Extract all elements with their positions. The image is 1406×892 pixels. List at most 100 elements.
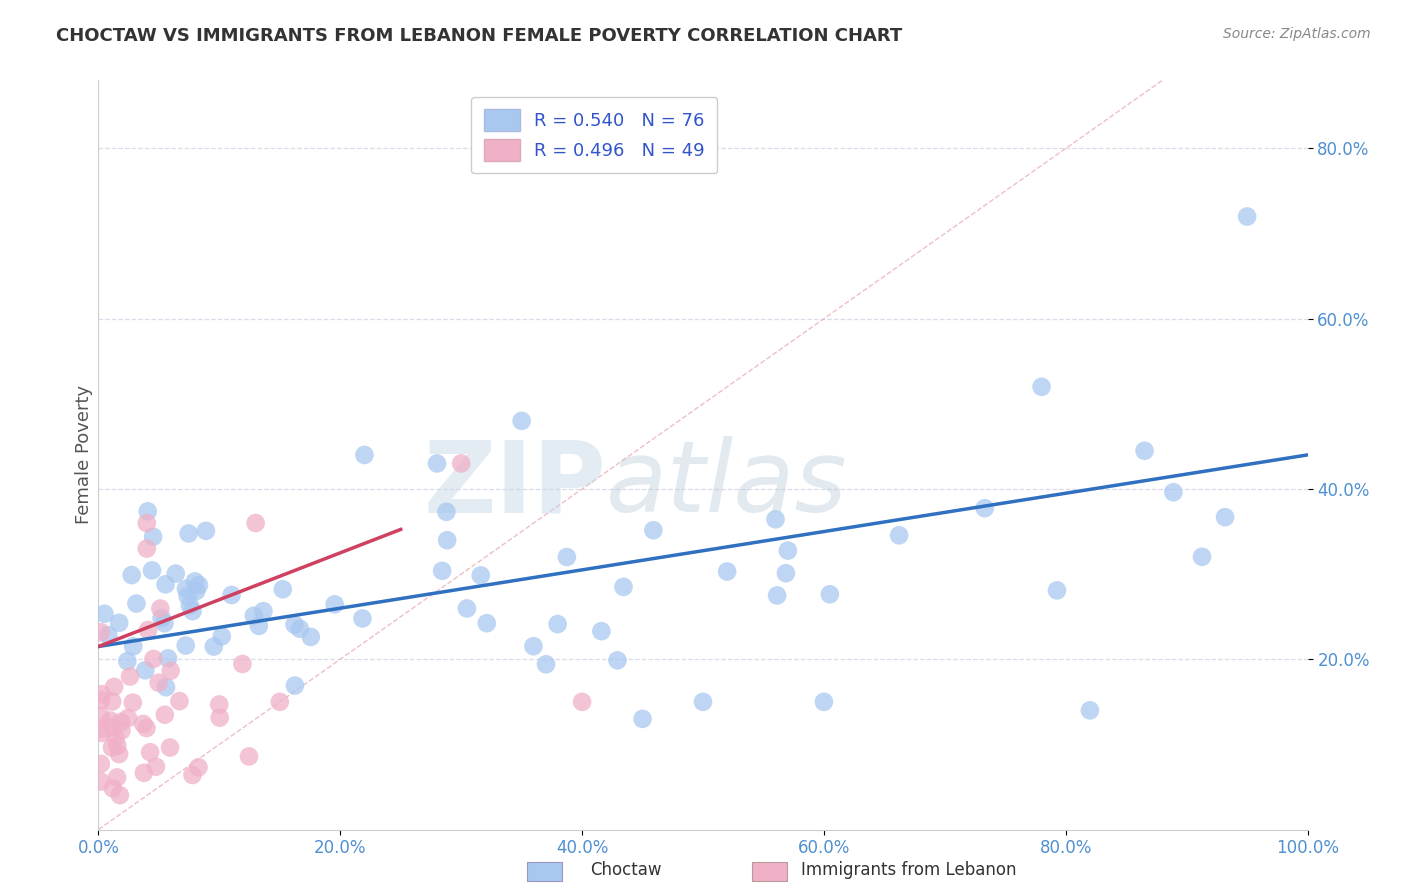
Point	[299, 630, 322, 644]
Point	[145, 760, 167, 774]
Point	[436, 505, 458, 519]
Point	[887, 528, 910, 542]
Point	[766, 589, 789, 603]
Point	[510, 414, 533, 428]
Point	[174, 582, 197, 596]
Point	[105, 739, 128, 753]
Point	[252, 604, 274, 618]
Point	[118, 669, 141, 683]
Text: atlas: atlas	[606, 436, 848, 533]
Point	[1031, 380, 1053, 394]
Point	[1078, 703, 1101, 717]
Point	[353, 448, 375, 462]
Point	[522, 639, 544, 653]
Point	[135, 721, 157, 735]
Point	[104, 731, 127, 745]
Point	[456, 601, 478, 615]
Point	[177, 526, 200, 541]
Point	[110, 723, 132, 738]
Point	[90, 693, 112, 707]
Point	[211, 629, 233, 643]
Point	[245, 516, 267, 530]
Point	[208, 711, 231, 725]
Point	[181, 768, 204, 782]
Point	[818, 587, 841, 601]
Point	[153, 616, 176, 631]
Point	[436, 533, 458, 548]
Point	[765, 512, 787, 526]
Point	[134, 664, 156, 678]
Point	[1046, 583, 1069, 598]
Point	[692, 695, 714, 709]
Point	[136, 623, 159, 637]
Point	[159, 740, 181, 755]
Point	[117, 654, 139, 668]
Point	[110, 714, 132, 729]
Point	[284, 679, 307, 693]
Point	[571, 695, 593, 709]
Point	[90, 774, 112, 789]
Point	[612, 580, 634, 594]
Point	[470, 568, 492, 582]
Point	[132, 765, 155, 780]
Point	[591, 624, 613, 639]
Point	[93, 607, 115, 621]
Point	[323, 597, 346, 611]
Point	[142, 652, 165, 666]
Point	[103, 680, 125, 694]
Point	[631, 712, 654, 726]
Point	[202, 640, 225, 654]
Point	[135, 516, 157, 530]
Point	[194, 524, 217, 538]
Point	[181, 604, 204, 618]
Point	[90, 687, 112, 701]
Point	[98, 714, 121, 728]
Point	[238, 749, 260, 764]
Point	[1191, 549, 1213, 564]
Point	[775, 566, 797, 581]
Y-axis label: Female Poverty: Female Poverty	[75, 385, 93, 524]
Point	[90, 722, 112, 736]
Point	[136, 504, 159, 518]
Point	[150, 611, 173, 625]
Text: ZIP: ZIP	[423, 436, 606, 533]
Text: Choctaw: Choctaw	[591, 861, 662, 879]
Point	[716, 565, 738, 579]
Point	[108, 747, 131, 761]
Text: Source: ZipAtlas.com: Source: ZipAtlas.com	[1223, 27, 1371, 41]
Point	[450, 457, 472, 471]
Point	[165, 566, 187, 581]
Point	[108, 788, 131, 802]
Point	[555, 549, 578, 564]
Point	[208, 698, 231, 712]
Point	[231, 657, 253, 671]
Point	[1163, 485, 1185, 500]
Point	[108, 615, 131, 630]
Point	[105, 771, 128, 785]
Point	[221, 588, 243, 602]
Point	[90, 756, 112, 771]
Point	[426, 457, 449, 471]
Point	[430, 564, 453, 578]
Text: Immigrants from Lebanon: Immigrants from Lebanon	[801, 861, 1017, 879]
Point	[643, 523, 665, 537]
Point	[187, 760, 209, 774]
Point	[101, 694, 124, 708]
Point	[174, 639, 197, 653]
Point	[1236, 210, 1258, 224]
Point	[271, 582, 294, 597]
Point	[186, 584, 208, 599]
Point	[352, 611, 374, 625]
Point	[179, 599, 201, 613]
Point	[1133, 443, 1156, 458]
Point	[813, 695, 835, 709]
Point	[269, 695, 291, 709]
Point	[776, 543, 799, 558]
Point	[534, 657, 557, 672]
Point	[135, 541, 157, 556]
Point	[125, 597, 148, 611]
Point	[139, 745, 162, 759]
Point	[148, 675, 170, 690]
Point	[155, 577, 177, 591]
Point	[90, 709, 112, 723]
